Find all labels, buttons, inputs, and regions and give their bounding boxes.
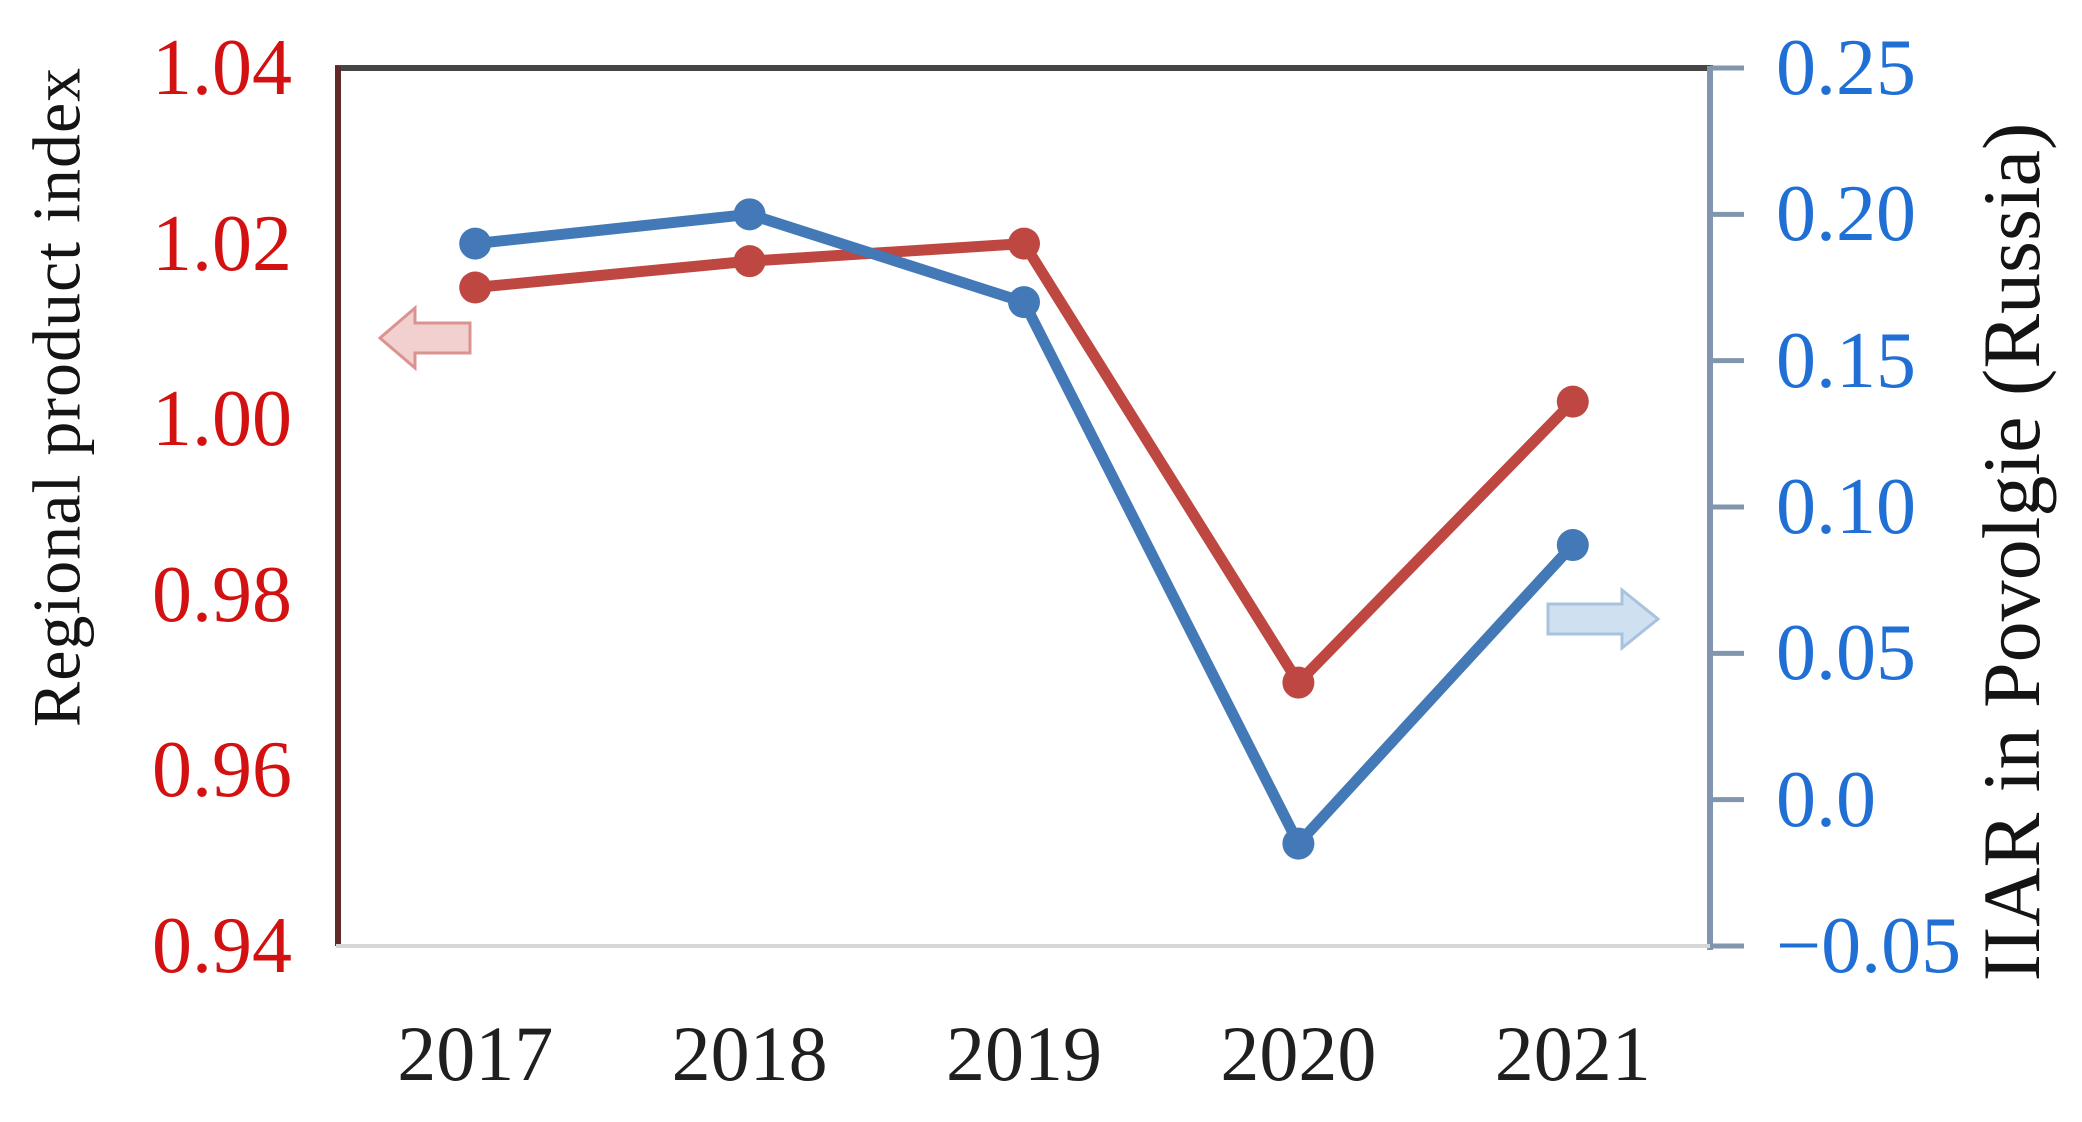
data-point-marker: [1282, 827, 1315, 860]
data-point-marker: [733, 198, 766, 231]
right-axis-tick-label: −0.05: [1776, 902, 1962, 990]
right-arrow-icon: [1546, 586, 1661, 652]
x-axis-tick-label: 2021: [1494, 1010, 1651, 1097]
data-point-marker: [1556, 529, 1589, 562]
left-axis-tick-label: 1.04: [152, 24, 292, 112]
left-arrow-icon: [377, 304, 472, 372]
x-axis-tick-label: 2020: [1220, 1010, 1377, 1097]
data-point-marker: [1008, 286, 1040, 319]
right-axis-title: IIAR in Povolgie (Russia): [1966, 122, 2057, 982]
data-point-marker: [459, 271, 492, 304]
right-axis-tick-label: 0.10: [1776, 463, 1916, 551]
right-axis-tick-label: 0.05: [1776, 609, 1916, 698]
data-point-marker: [1556, 385, 1589, 418]
left-axis-tick-label: 0.94: [152, 902, 292, 990]
x-axis-tick-label: 2019: [946, 1010, 1102, 1097]
left-axis-tick-label: 1.00: [152, 375, 292, 464]
data-point-marker: [1008, 227, 1040, 260]
right-axis-tick-label: 0.0: [1776, 755, 1876, 844]
data-point-marker: [459, 227, 492, 260]
x-axis-tick-label: 2018: [671, 1010, 828, 1097]
x-axis-tick-label: 2017: [397, 1010, 554, 1097]
data-point-marker: [1282, 666, 1315, 699]
left-axis-tick-label: 0.96: [152, 726, 292, 815]
right-axis-tick-label: 0.25: [1776, 24, 1916, 112]
left-axis-tick-label: 0.98: [152, 550, 292, 639]
data-point-marker: [733, 245, 766, 278]
left-axis-title: Regional product index: [18, 66, 95, 728]
left-axis-tick-label: 1.02: [152, 199, 292, 288]
right-axis-tick-label: 0.15: [1776, 316, 1916, 405]
right-axis-tick-label: 0.20: [1776, 170, 1916, 259]
